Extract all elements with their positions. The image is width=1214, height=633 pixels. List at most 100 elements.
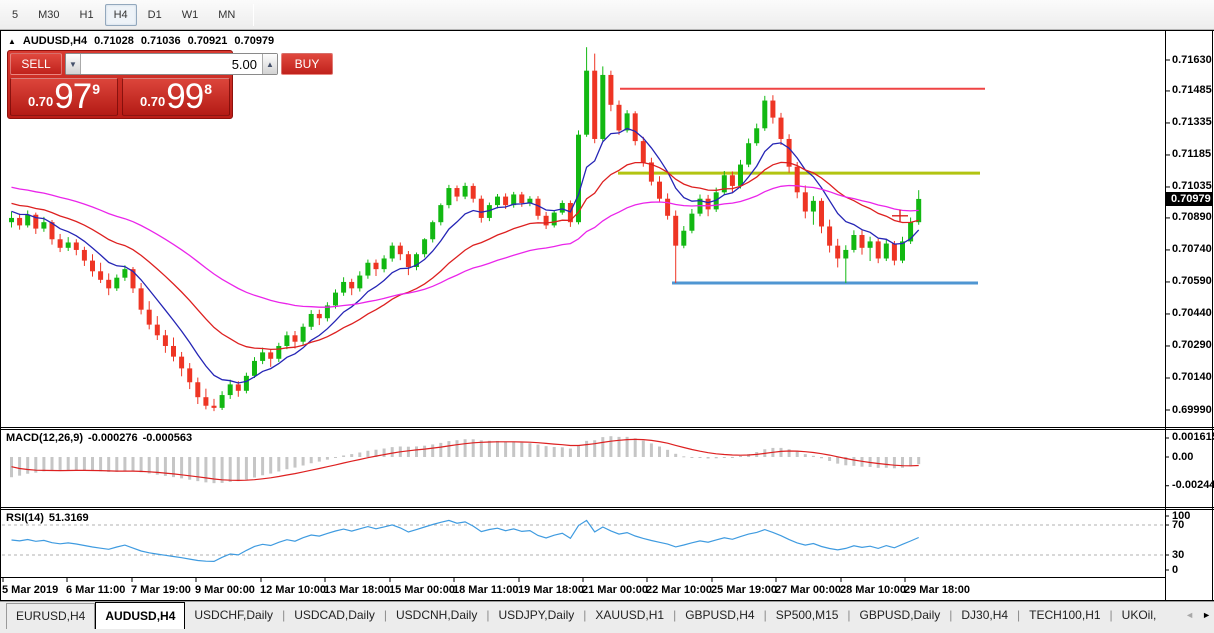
volume-decrease-button[interactable]: ▼ (66, 54, 81, 74)
buy-price-tile[interactable]: 0.70 99 8 (122, 78, 230, 116)
price-tick-label: 0.70440 (1172, 307, 1212, 320)
candle-body (819, 200, 824, 227)
candle-body (219, 395, 225, 408)
rsi-tick-label: 30 (1172, 548, 1185, 561)
macd-histogram-bar (496, 440, 499, 457)
tab-xauusd-h1[interactable]: XAUUSD,H1 (595, 608, 665, 622)
candle-body (551, 212, 557, 226)
candle-body (162, 335, 168, 346)
macd-histogram-bar (682, 456, 686, 458)
macd-histogram-bar (277, 457, 281, 472)
candle-body (770, 100, 776, 118)
macd-signal-value: -0.000563 (142, 432, 193, 444)
tab-tech100-h1[interactable]: TECH100,H1 (1029, 608, 1101, 622)
timeframe-button-mn[interactable]: MN (218, 8, 236, 21)
candle-body (203, 397, 209, 406)
macd-histogram-bar (690, 457, 694, 458)
tab-audusd-h4[interactable]: AUDUSD,H4 (95, 602, 186, 629)
candle-body (284, 335, 290, 346)
timeframe-button-d1[interactable]: D1 (147, 8, 162, 21)
macd-histogram-bar (593, 440, 597, 457)
sell-price-pip: 9 (92, 81, 101, 97)
tab-eurusd-h4[interactable]: EURUSD,H4 (6, 603, 96, 629)
macd-histogram-bar (269, 457, 273, 474)
macd-histogram-bar (107, 457, 111, 472)
candle-body (9, 217, 14, 223)
macd-histogram-bar (455, 440, 459, 457)
buy-button[interactable]: BUY (281, 53, 333, 75)
candle-body (57, 239, 63, 248)
sell-price-tile[interactable]: 0.70 97 9 (10, 78, 118, 116)
candle-body (835, 245, 841, 259)
macd-histogram-bar (188, 457, 192, 480)
timeframe-button-h4[interactable]: H4 (104, 3, 137, 26)
macd-histogram-bar (666, 449, 670, 457)
timeframe-button-5[interactable]: 5 (12, 8, 19, 21)
macd-histogram-bar (568, 448, 572, 457)
tab-dj30-h4[interactable]: DJ30,H4 (961, 608, 1009, 622)
macd-histogram-bar (463, 439, 467, 457)
macd-histogram-bar (706, 457, 710, 459)
tab-usdcad-daily[interactable]: USDCAD,Daily (294, 608, 375, 622)
chart-header: ▲ AUDUSD,H4 0.71028 0.71036 0.70921 0.70… (8, 35, 274, 47)
time-tick-label: 7 Mar 19:00 (131, 584, 191, 596)
tab-separator: | (282, 608, 286, 622)
rsi-tick-label: 70 (1172, 518, 1185, 531)
price-tick-label: 0.70590 (1172, 275, 1212, 288)
candle-body (333, 292, 338, 306)
macd-histogram-bar (722, 457, 726, 458)
macd-histogram-bar (147, 457, 151, 474)
time-tick-label: 18 Mar 11:00 (453, 584, 519, 596)
candle-body (721, 175, 727, 193)
macd-tick-label: 0.001615 (1172, 431, 1214, 444)
time-tick-label: 28 Mar 10:00 (840, 584, 907, 596)
macd-histogram-bar (820, 457, 823, 459)
tab-separator: | (763, 608, 767, 622)
sell-button[interactable]: SELL (10, 53, 62, 75)
candlestick-chart[interactable] (0, 30, 1214, 601)
tab-usdchf-daily[interactable]: USDCHF,Daily (194, 608, 274, 622)
tab-sp500-m15[interactable]: SP500,M15 (775, 608, 839, 622)
tab-gbpusd-daily[interactable]: GBPUSD,Daily (859, 608, 941, 622)
macd-histogram-bar (852, 457, 856, 466)
tab-ukoil-[interactable]: UKOil, (1121, 608, 1157, 622)
volume-input[interactable] (81, 54, 262, 74)
candle-body (17, 217, 23, 226)
macd-histogram-bar (172, 457, 175, 478)
candle-body (478, 198, 484, 218)
collapse-icon[interactable]: ▲ (8, 36, 16, 46)
candle-body (146, 309, 152, 325)
macd-histogram-bar (99, 457, 103, 472)
timeframe-button-m30[interactable]: M30 (38, 8, 60, 21)
macd-histogram-bar (431, 444, 435, 457)
price-axis[interactable]: 0.71630 0.71485 0.71335 0.71185 0.71035 0.708… (1166, 30, 1214, 601)
candle-body (584, 70, 590, 135)
tab-scroll-right-icon[interactable]: ► (1202, 610, 1211, 620)
time-axis[interactable]: 5 Mar 2019 6 Mar 11:00 7 Mar 19:00 9 Mar 00… (0, 578, 1165, 601)
candle-body (389, 245, 395, 259)
tab-usdcnh-daily[interactable]: USDCNH,Daily (396, 608, 478, 622)
rsi-name: RSI(14) (6, 512, 44, 524)
candle-body (786, 138, 792, 167)
volume-increase-button[interactable]: ▲ (262, 54, 277, 74)
chart-window[interactable]: ▲ AUDUSD,H4 0.71028 0.71036 0.70921 0.70… (0, 30, 1214, 601)
candle-body (640, 141, 646, 163)
timeframe-button-w1[interactable]: W1 (181, 8, 199, 21)
candle-body (762, 100, 768, 129)
macd-histogram-bar (909, 457, 913, 467)
candle-body (891, 243, 897, 261)
timeframe-button-h1[interactable]: H1 (79, 8, 94, 21)
macd-histogram-bar (350, 454, 354, 457)
macd-histogram-bar (139, 457, 143, 473)
tab-separator: | (1109, 608, 1113, 622)
candle-body (422, 239, 428, 255)
time-tick-label: 15 Mar 00:00 (389, 584, 456, 596)
tab-gbpusd-h4[interactable]: GBPUSD,H4 (685, 608, 755, 622)
macd-histogram-bar (836, 457, 840, 464)
macd-histogram-bar (334, 457, 337, 458)
tab-usdjpy-daily[interactable]: USDJPY,Daily (498, 608, 575, 622)
macd-histogram-bar (674, 453, 678, 457)
tab-scroll-left-icon[interactable]: ◄ (1185, 610, 1195, 620)
candle-body (908, 222, 914, 242)
price-tick-label: 0.71335 (1172, 116, 1212, 129)
